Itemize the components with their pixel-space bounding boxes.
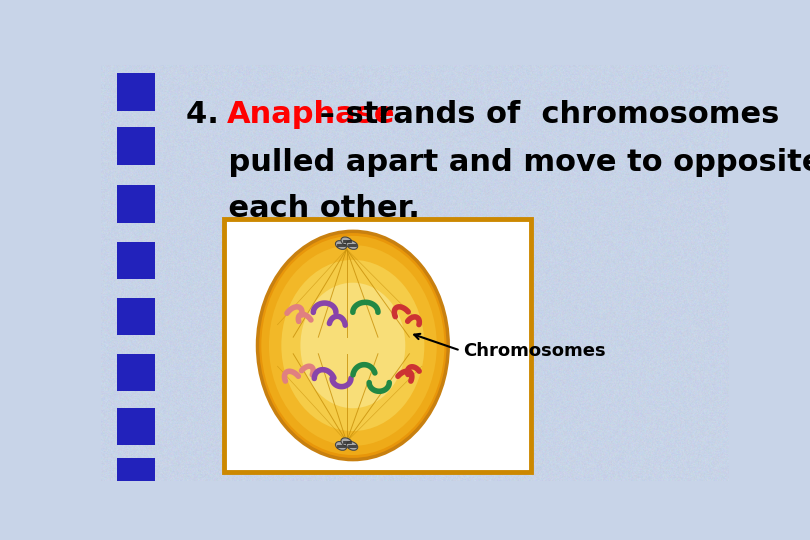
Ellipse shape (347, 442, 358, 450)
FancyBboxPatch shape (117, 408, 155, 445)
Text: Anaphase: Anaphase (227, 100, 395, 129)
FancyBboxPatch shape (117, 298, 155, 335)
FancyBboxPatch shape (224, 219, 531, 472)
Ellipse shape (258, 231, 448, 460)
FancyBboxPatch shape (117, 458, 155, 495)
Text: pulled apart and move to opposite ends of: pulled apart and move to opposite ends o… (186, 148, 810, 177)
Text: 4.: 4. (186, 100, 240, 129)
FancyBboxPatch shape (117, 241, 155, 279)
FancyBboxPatch shape (117, 73, 155, 111)
Ellipse shape (301, 282, 405, 408)
Ellipse shape (341, 438, 352, 447)
FancyBboxPatch shape (117, 185, 155, 223)
Ellipse shape (347, 241, 358, 249)
Ellipse shape (262, 236, 445, 455)
Ellipse shape (269, 245, 437, 446)
Ellipse shape (335, 442, 347, 450)
FancyBboxPatch shape (117, 354, 155, 391)
Ellipse shape (335, 241, 347, 249)
Text: – strands of  chromosomes: – strands of chromosomes (309, 100, 779, 129)
Text: each other.: each other. (186, 194, 420, 222)
Text: Chromosomes: Chromosomes (463, 341, 606, 360)
Ellipse shape (341, 237, 352, 246)
Ellipse shape (281, 260, 424, 431)
FancyBboxPatch shape (117, 127, 155, 165)
